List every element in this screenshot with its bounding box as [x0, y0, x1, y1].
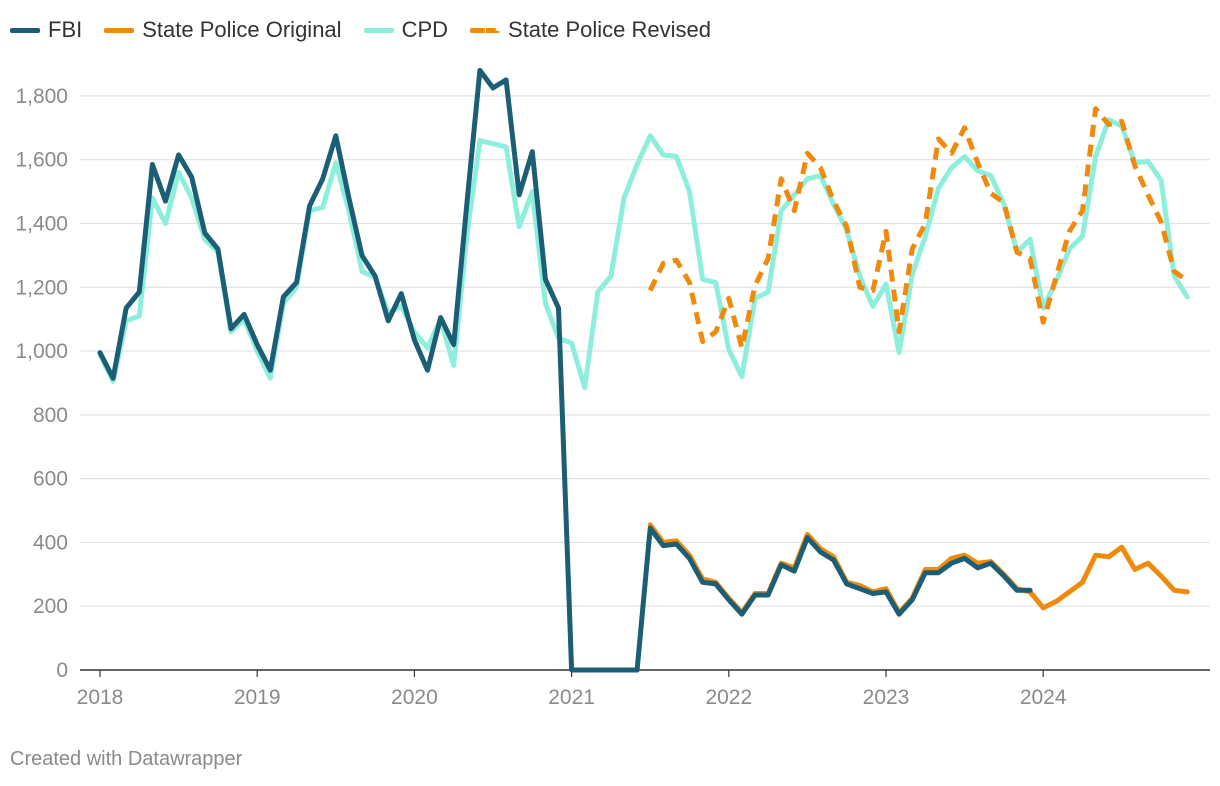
- y-tick-label: 1,200: [15, 276, 68, 299]
- legend-item-cpd: CPD: [363, 17, 449, 43]
- x-tick-label: 2023: [863, 686, 910, 709]
- x-tick-label: 2024: [1020, 686, 1067, 709]
- y-tick-label: 1,600: [15, 149, 68, 172]
- y-tick-label: 800: [33, 404, 68, 427]
- y-tick-label: 1,000: [15, 340, 68, 363]
- legend-label-state-police-revised: State Police Revised: [508, 17, 712, 42]
- axes: 0 200 400 600 800 1,000 1,200 1,400 1,600 1,800 20…: [15, 85, 1210, 709]
- legend-label-state-police-original: State Police Original: [142, 17, 342, 42]
- legend-swatch-state-police-revised: [470, 27, 501, 33]
- x-tick-label: 2019: [234, 686, 281, 709]
- x-tick-label: 2020: [391, 686, 438, 709]
- chart-credit: Created with Datawrapper: [10, 748, 243, 770]
- legend-item-fbi: FBI: [10, 17, 82, 43]
- x-tick-label: 2022: [705, 686, 752, 709]
- y-tick-label: 600: [33, 468, 68, 491]
- x-tick-label: 2021: [548, 686, 595, 709]
- legend-item-state-police-original: State Police Original: [104, 17, 342, 43]
- legend-swatch-fbi: [10, 27, 40, 33]
- y-tick-label: 200: [33, 595, 68, 618]
- gridlines: [80, 95, 1210, 607]
- legend-label-cpd: CPD: [401, 17, 449, 42]
- y-tick-label: 400: [33, 531, 68, 554]
- y-tick-label: 0: [56, 659, 68, 682]
- legend-label-fbi: FBI: [48, 17, 83, 42]
- chart-legend: FBI State Police Original CPD State Poli…: [10, 14, 733, 46]
- legend-item-state-police-revised: State Police Revised: [470, 17, 711, 43]
- line-chart: 0 200 400 600 800 1,000 1,200 1,400 1,600 1,800 20…: [15, 67, 1210, 709]
- y-tick-label: 1,800: [15, 85, 68, 108]
- series-line-fbi: [97, 67, 1033, 673]
- legend-swatch-cpd: [363, 27, 394, 33]
- series-line-state-police-revised: [647, 106, 1189, 351]
- y-tick-label: 1,400: [15, 212, 68, 235]
- series-lines: [97, 67, 1190, 673]
- legend-swatch-state-police-original: [104, 27, 135, 33]
- x-tick-label: 2018: [77, 686, 124, 709]
